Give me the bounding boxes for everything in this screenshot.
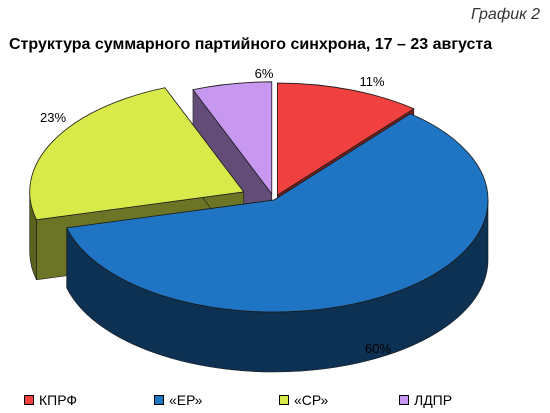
slice-sr (29, 87, 245, 221)
chart-legend: КПРФ «ЕР» «СР» ЛДПР (24, 390, 544, 410)
legend-swatch-er (154, 395, 164, 405)
data-label-ldpr: 6% (255, 66, 274, 81)
legend-label-ldpr: ЛДПР (414, 392, 453, 408)
legend-item-sr: «СР» (279, 390, 328, 410)
legend-item-kprf: КПРФ (24, 390, 77, 410)
legend-swatch-kprf (24, 395, 34, 405)
slice-kprf (276, 82, 415, 196)
legend-item-er: «ЕР» (154, 390, 202, 410)
legend-item-ldpr: ЛДПР (399, 390, 452, 410)
legend-label-sr: «СР» (294, 392, 329, 408)
legend-label-er: «ЕР» (169, 392, 203, 408)
data-label-er: 60% (365, 341, 391, 356)
slice-er (66, 113, 489, 313)
slice-ldpr (192, 81, 273, 196)
chart-title: Структура суммарного партийного синхрона… (9, 36, 493, 53)
figure-label: График 2 (471, 6, 540, 23)
pie-tops (29, 81, 489, 313)
legend-label-kprf: КПРФ (39, 392, 78, 408)
legend-swatch-sr (279, 395, 289, 405)
data-label-sr: 23% (40, 110, 66, 125)
data-label-kprf: 11% (359, 74, 384, 89)
legend-swatch-ldpr (399, 395, 409, 405)
